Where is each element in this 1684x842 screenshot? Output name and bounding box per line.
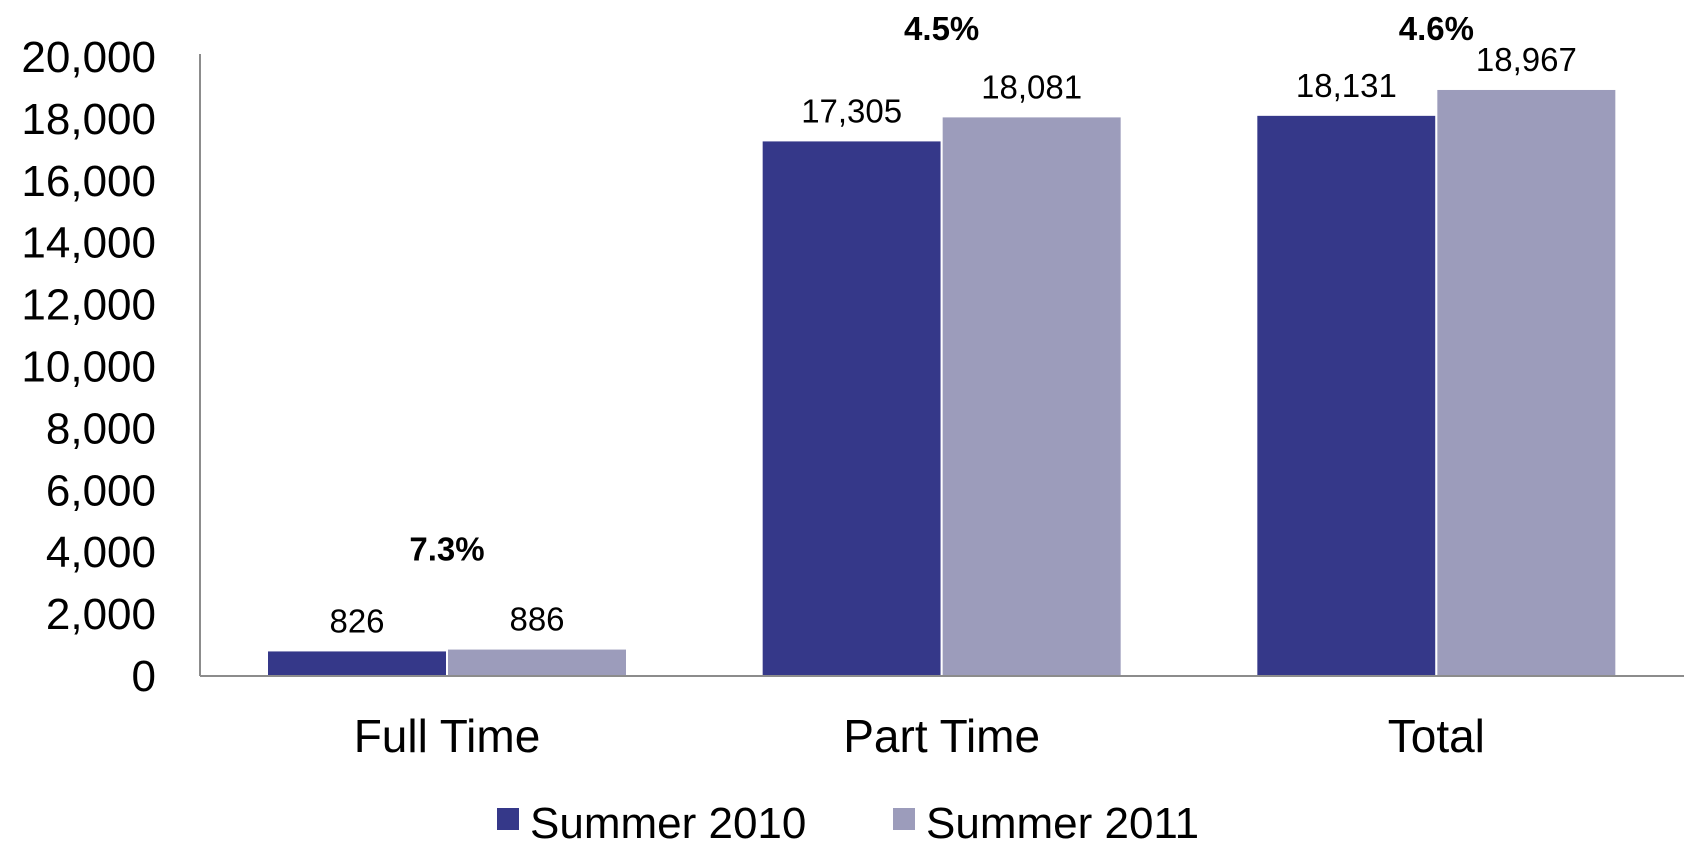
bar-value-label: 18,967 [1476, 41, 1577, 78]
x-category-label: Total [1388, 710, 1485, 762]
bar-value-label: 18,131 [1296, 67, 1397, 104]
percent-change-label: 4.6% [1399, 10, 1474, 47]
legend-label: Summer 2011 [926, 799, 1199, 842]
bar-value-label: 18,081 [981, 68, 1082, 105]
y-tick-label: 2,000 [46, 590, 156, 639]
legend-swatch [893, 808, 915, 830]
bars-group [266, 87, 1618, 678]
legend-swatch [497, 808, 519, 830]
legend-label: Summer 2010 [530, 799, 806, 842]
bar-summer-2010 [1255, 113, 1438, 678]
y-tick-label: 8,000 [46, 404, 156, 453]
bar-value-label: 886 [509, 601, 564, 638]
y-tick-label: 4,000 [46, 528, 156, 577]
bar-summer-2010 [760, 139, 943, 677]
legend: Summer 2010 Summer 2011 [497, 799, 1199, 842]
y-tick-label: 12,000 [21, 281, 156, 330]
percent-change-label: 7.3% [409, 531, 484, 568]
x-category-label: Full Time [354, 710, 541, 762]
y-tick-label: 10,000 [21, 343, 156, 392]
x-axis: Full Time Part Time Total [200, 675, 1684, 762]
y-tick-label: 6,000 [46, 466, 156, 515]
bar-summer-2011 [446, 647, 628, 678]
bar-summer-2010 [266, 649, 448, 678]
bar-summer-2011 [940, 115, 1123, 677]
y-axis: 0 2,000 4,000 6,000 8,000 10,000 12,000 14,000 1… [21, 33, 201, 701]
y-tick-label: 18,000 [21, 95, 156, 144]
x-category-label: Part Time [843, 710, 1040, 762]
y-tick-label: 0 [132, 652, 156, 701]
bar-value-label: 826 [329, 602, 384, 639]
bar-summer-2011 [1435, 87, 1618, 677]
y-tick-label: 14,000 [21, 219, 156, 268]
percent-change-label: 4.5% [904, 10, 979, 47]
y-tick-label: 20,000 [21, 33, 156, 82]
y-tick-label: 16,000 [21, 157, 156, 206]
bar-value-label: 17,305 [801, 92, 902, 129]
